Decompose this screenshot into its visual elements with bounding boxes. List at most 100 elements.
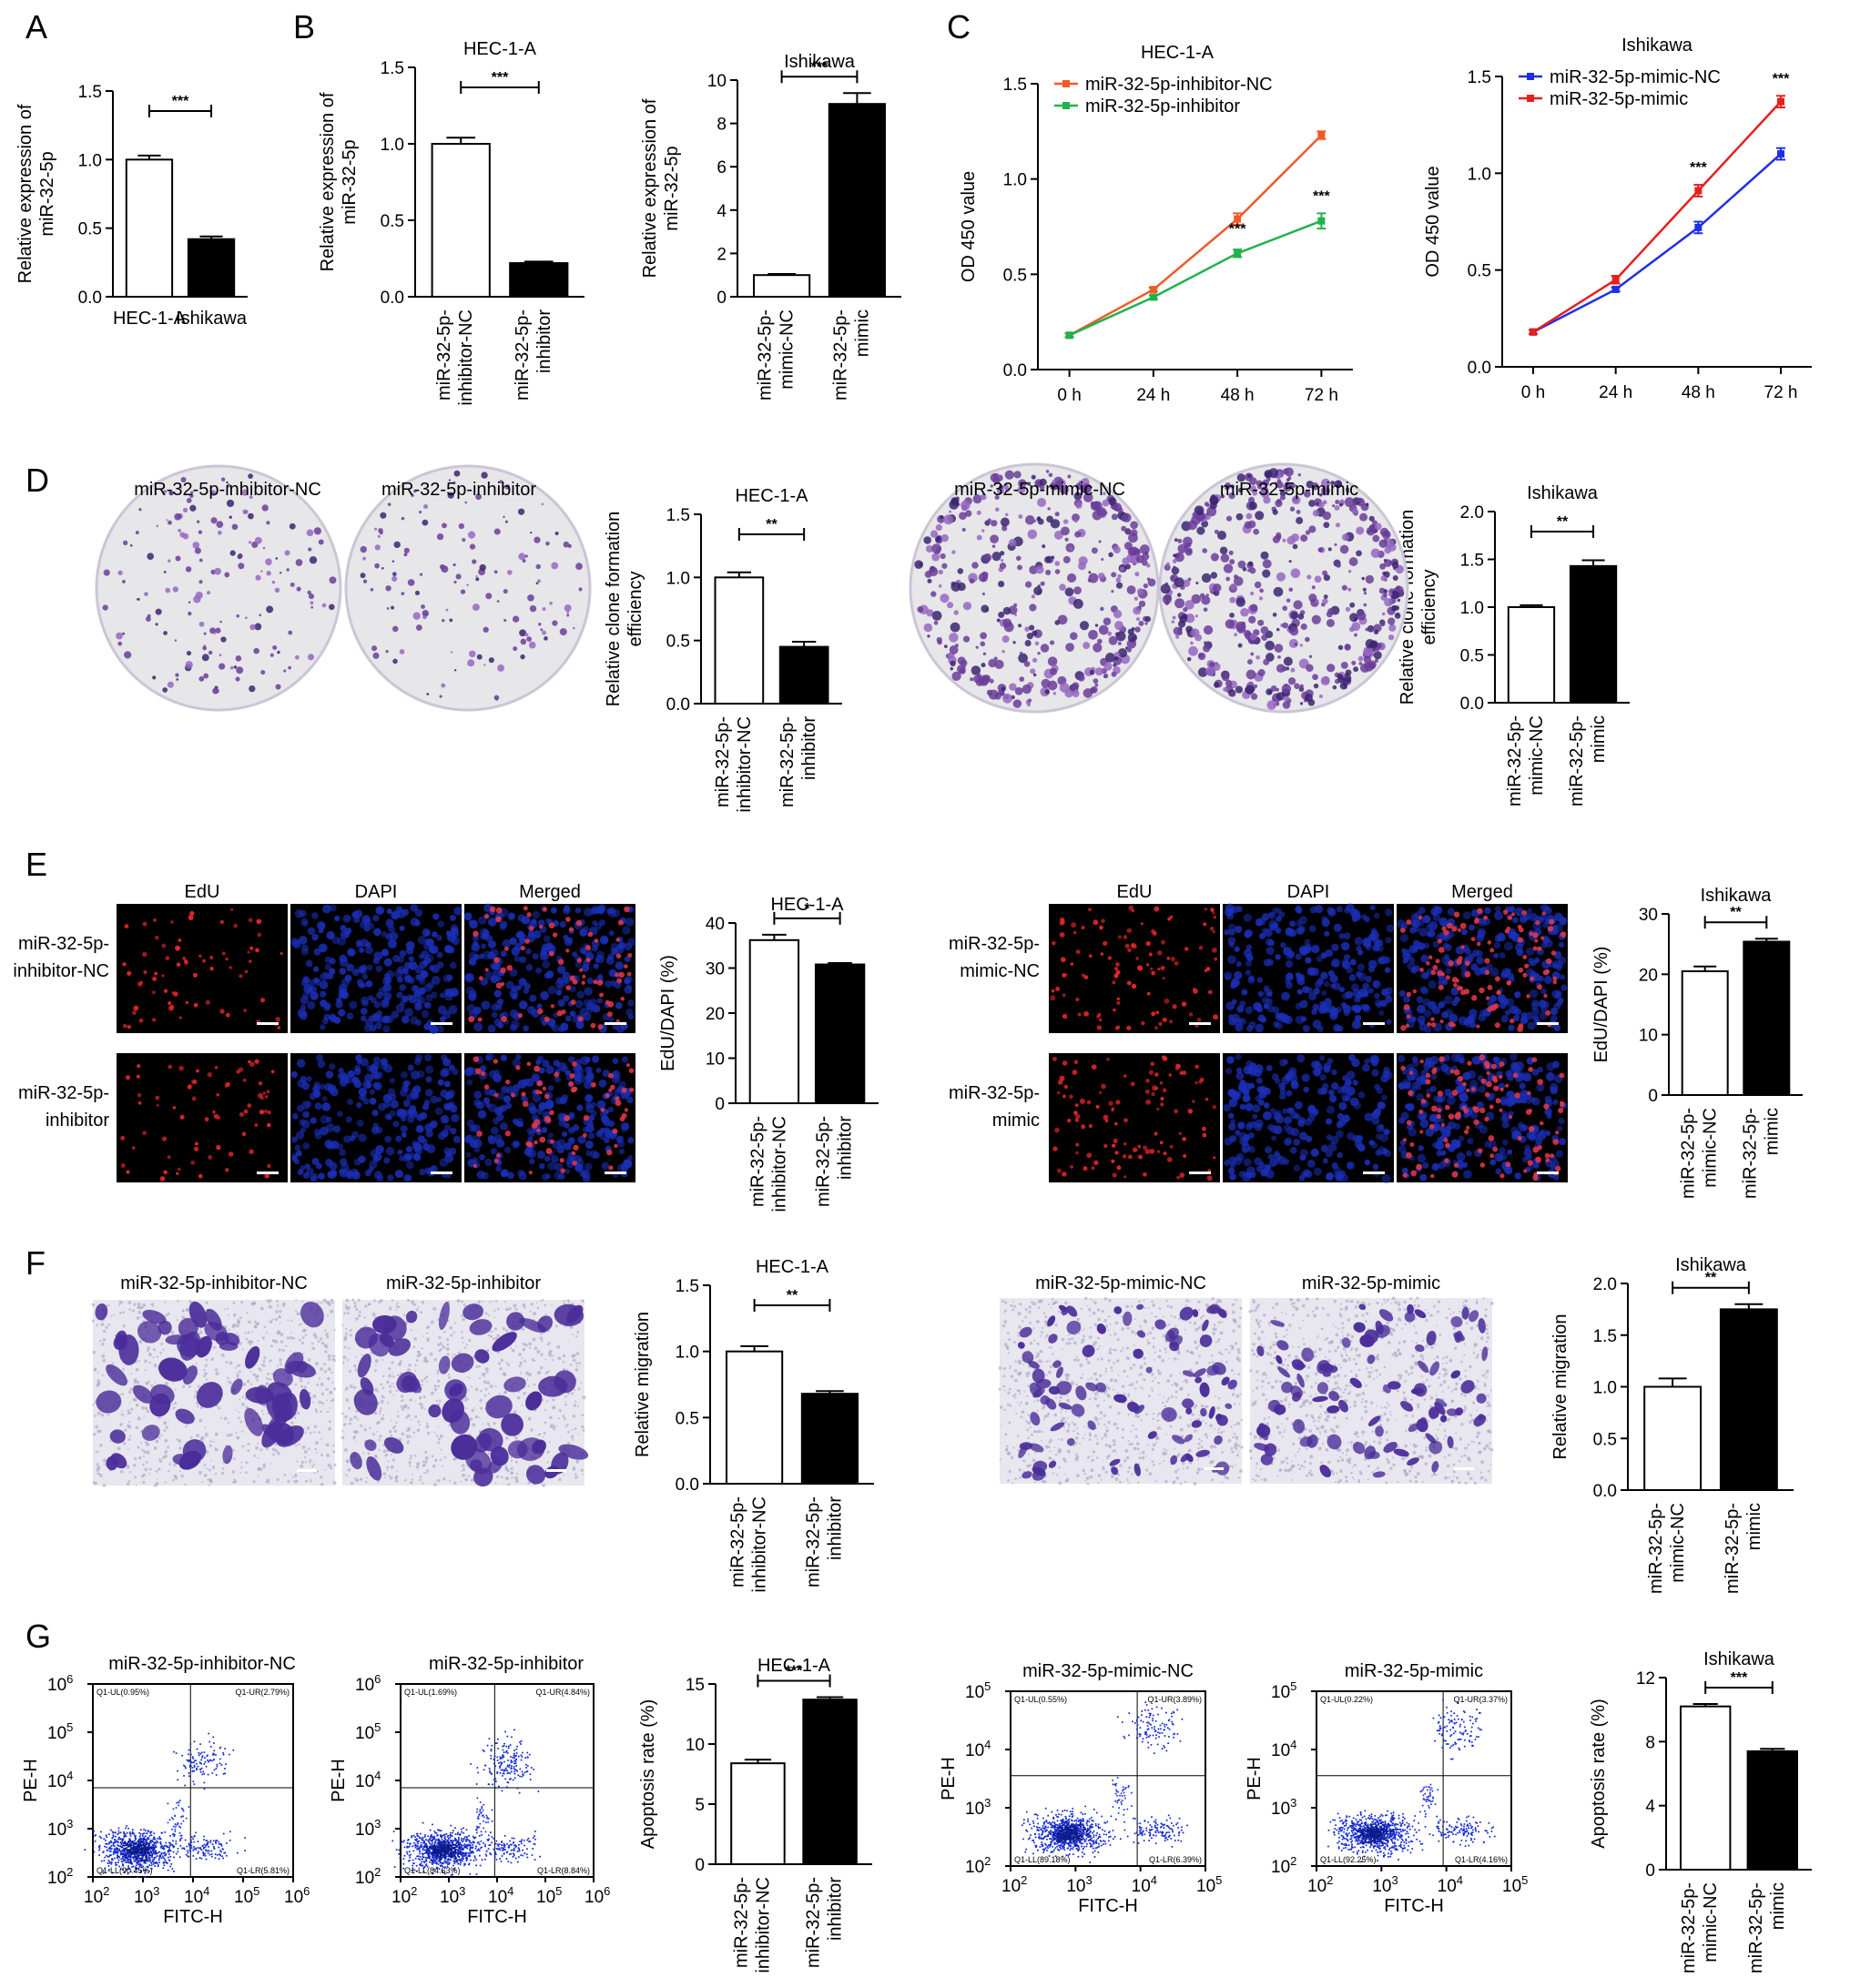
colony — [1018, 514, 1023, 519]
dapi-nucleus — [306, 1076, 312, 1082]
merged-nucleus — [1559, 1072, 1565, 1079]
edu-nucleus — [1103, 1114, 1109, 1121]
dapi-nucleus — [381, 1058, 388, 1066]
edu-nucleus — [168, 1001, 172, 1006]
dapi-nucleus — [590, 1110, 597, 1117]
merged-nucleus — [504, 1079, 511, 1085]
colony — [269, 653, 274, 657]
colony — [1223, 563, 1234, 573]
dapi-nucleus — [485, 1052, 494, 1061]
colony — [530, 532, 533, 534]
merged-nucleus — [1543, 1103, 1550, 1110]
merged-nucleus — [573, 1144, 579, 1151]
dapi-nucleus — [1329, 974, 1338, 983]
colony — [455, 573, 462, 580]
dapi-nucleus — [1348, 974, 1357, 981]
dapi-nucleus — [464, 973, 472, 980]
membrane-pore — [141, 1448, 144, 1452]
colony — [1190, 628, 1200, 638]
merged-nucleus — [545, 1118, 552, 1123]
colony — [1240, 607, 1249, 617]
dapi-nucleus — [391, 1010, 400, 1019]
dapi-nucleus — [1499, 1152, 1508, 1161]
dapi-nucleus — [585, 1071, 595, 1080]
membrane-pore — [235, 1431, 238, 1434]
membrane-pore — [293, 1416, 297, 1420]
merged-nucleus — [620, 997, 625, 1001]
dapi-nucleus — [1300, 1171, 1307, 1179]
dapi-nucleus — [1341, 941, 1350, 951]
merged-nucleus — [495, 916, 502, 923]
edu-nucleus — [1093, 919, 1099, 926]
dapi-nucleus — [1227, 908, 1235, 915]
membrane-pore — [292, 1336, 296, 1340]
colony — [1297, 473, 1301, 477]
colony — [1098, 624, 1109, 635]
membrane-pore — [146, 1450, 150, 1455]
colony — [927, 634, 930, 638]
colony — [1369, 640, 1378, 649]
fluorescence-tile — [117, 904, 288, 1033]
colony — [453, 669, 457, 672]
merged-nucleus — [493, 1092, 499, 1098]
y-tick-label: 2.0 — [1593, 1275, 1617, 1294]
colony — [940, 553, 946, 560]
colony — [1246, 659, 1253, 665]
merged-nucleus — [542, 1086, 547, 1091]
colony — [578, 587, 583, 592]
y-tick-label: 0.5 — [1003, 266, 1027, 285]
colony — [236, 666, 244, 674]
merged-nucleus — [539, 1136, 546, 1143]
dapi-nucleus — [1284, 1138, 1292, 1146]
colony — [980, 674, 991, 685]
dapi-nucleus — [1364, 916, 1370, 923]
significance-marker: ** — [1557, 514, 1569, 530]
colony — [1308, 525, 1316, 533]
edu-nucleus — [1067, 1118, 1072, 1123]
dapi-nucleus — [1535, 1137, 1543, 1145]
edu-nucleus — [131, 1146, 136, 1150]
colony — [198, 580, 203, 584]
colony — [1018, 624, 1022, 628]
colony — [998, 580, 1005, 588]
membrane-pore — [118, 1300, 123, 1304]
row-label: inhibitor — [46, 1111, 109, 1131]
dapi-nucleus — [554, 1172, 563, 1181]
y-tick-label: 1.0 — [1460, 599, 1484, 618]
colony — [1339, 544, 1349, 554]
dapi-nucleus — [1419, 986, 1428, 994]
merged-nucleus — [1527, 1160, 1533, 1166]
dapi-nucleus — [349, 1000, 358, 1009]
edu-nucleus — [1123, 935, 1128, 939]
colony — [1117, 573, 1122, 579]
merged-nucleus — [1484, 969, 1490, 976]
colony — [1290, 611, 1298, 620]
colony — [1306, 664, 1314, 672]
colony — [399, 649, 405, 654]
edu-nucleus — [154, 935, 159, 940]
colony — [1229, 612, 1235, 618]
dapi-nucleus — [424, 1001, 432, 1009]
dapi-nucleus — [378, 1102, 386, 1111]
colony — [1064, 537, 1069, 542]
dapi-nucleus — [402, 908, 410, 917]
colony — [1283, 695, 1290, 702]
merged-nucleus — [626, 971, 632, 977]
colony — [1094, 624, 1099, 627]
colony — [1334, 543, 1337, 546]
colony — [940, 514, 944, 520]
colony — [1258, 596, 1264, 601]
merged-nucleus — [587, 931, 594, 938]
dapi-nucleus — [360, 1015, 367, 1022]
merged-nucleus — [504, 1131, 511, 1137]
category-label: miR-32-5p- — [1723, 1503, 1743, 1594]
membrane-pore — [245, 1461, 249, 1465]
colony — [309, 556, 318, 564]
edu-nucleus — [1145, 963, 1150, 967]
merged-nucleus — [1489, 1104, 1494, 1110]
membrane-pore — [323, 1363, 327, 1366]
dapi-nucleus — [1368, 1140, 1375, 1146]
dapi-nucleus — [545, 1065, 554, 1074]
data-point — [1149, 293, 1157, 301]
chart-title: HEC-1-A — [1141, 43, 1215, 63]
